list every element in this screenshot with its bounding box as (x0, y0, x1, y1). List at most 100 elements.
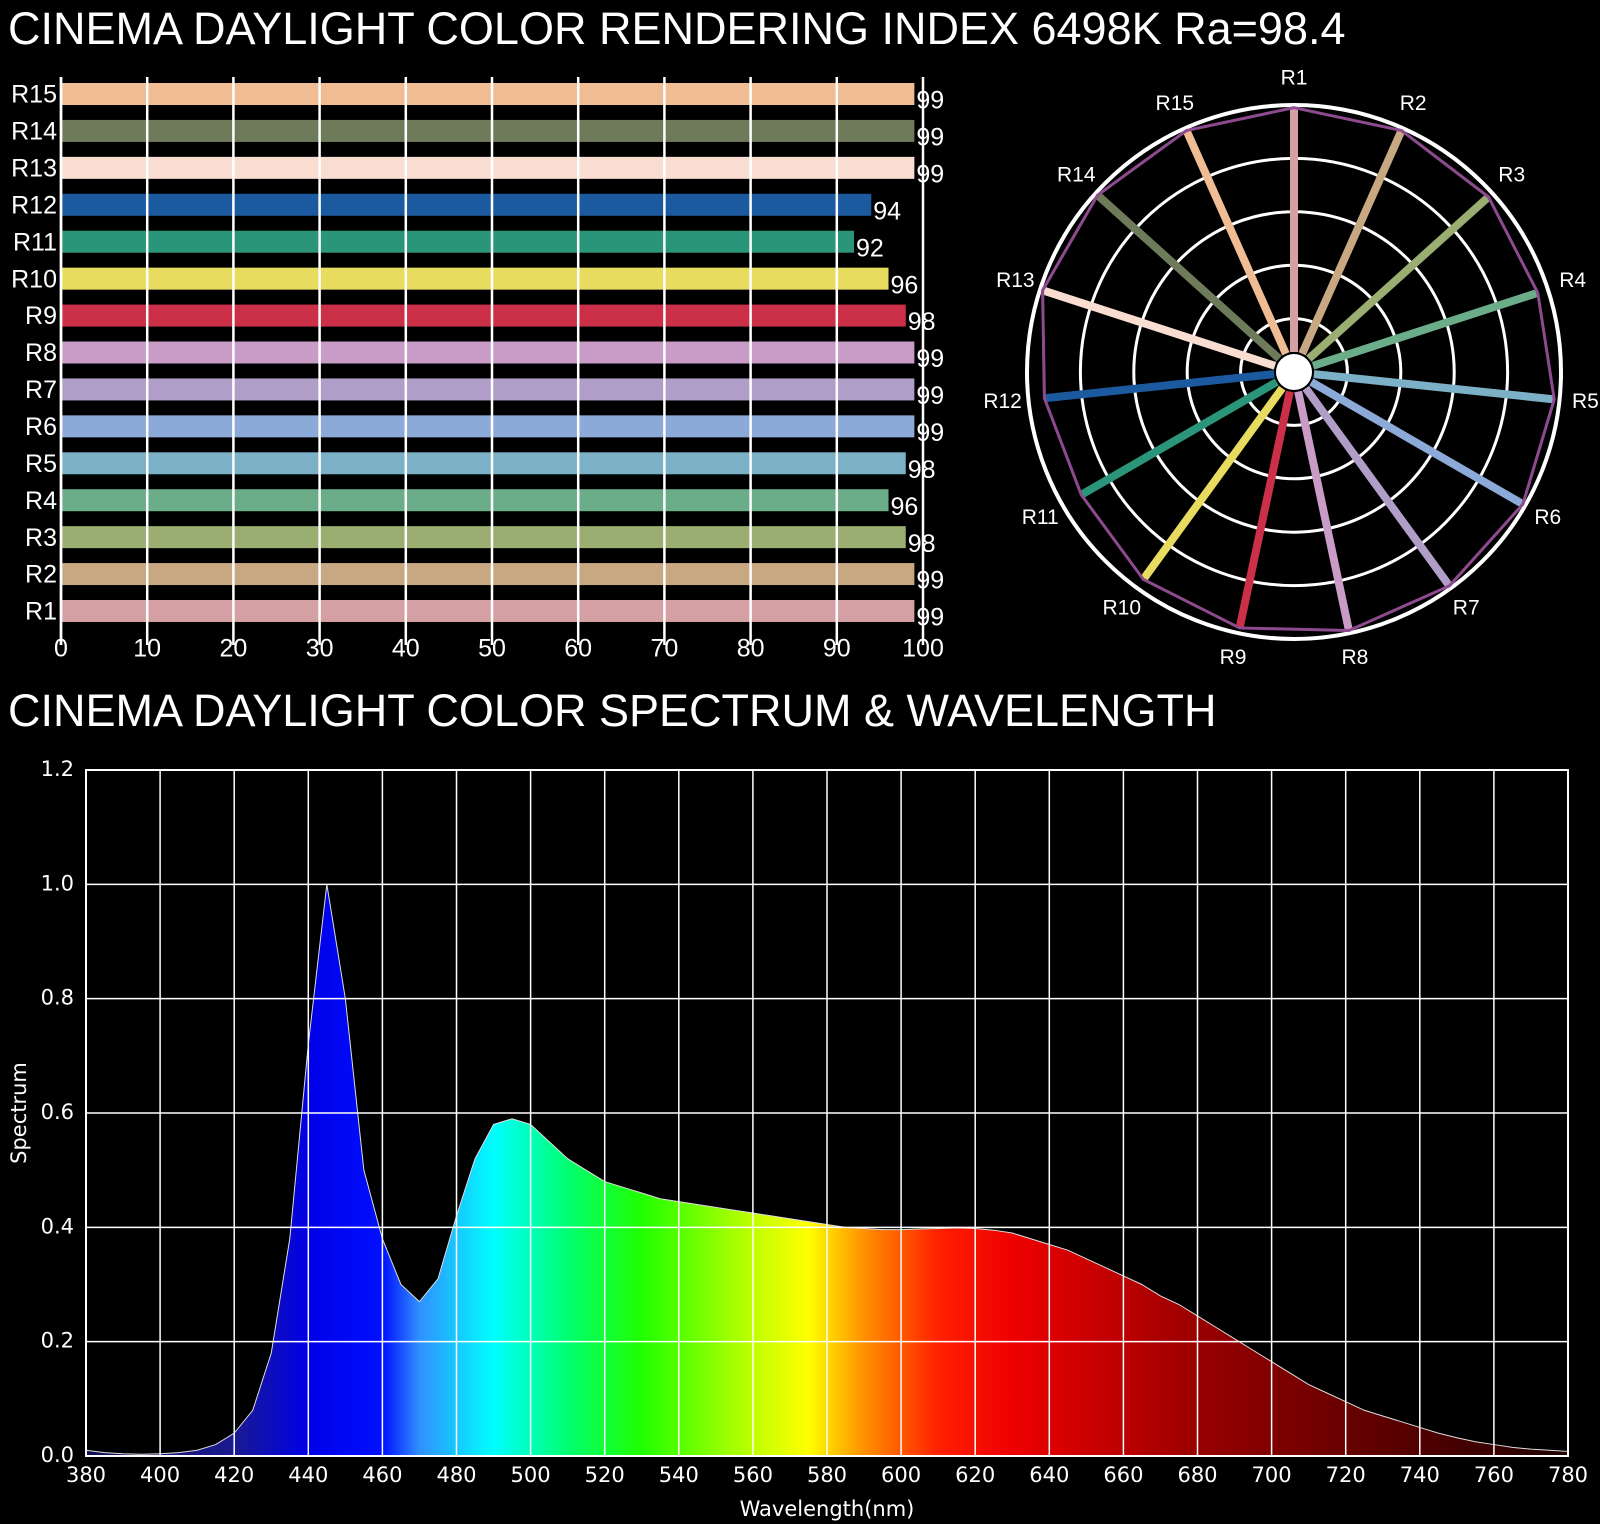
y-axis-label: Spectrum (7, 1062, 31, 1164)
category-label: R11 (13, 228, 57, 256)
spoke (1043, 370, 1275, 403)
chart-title: CINEMA DAYLIGHT COLOR RENDERING INDEX 64… (8, 3, 1346, 54)
x-tick-label: 30 (306, 635, 334, 663)
y-tick-label: 0.0 (41, 1443, 74, 1467)
x-tick-label: 640 (1029, 1463, 1069, 1487)
x-tick-label: 480 (436, 1463, 476, 1487)
x-tick-label: 500 (511, 1463, 551, 1487)
value-label: 92 (856, 234, 884, 262)
x-tick-label: 60 (564, 635, 592, 663)
spoke (1182, 128, 1290, 356)
category-label: R6 (25, 413, 57, 441)
chart-title: CINEMA DAYLIGHT COLOR SPECTRUM & WAVELEN… (8, 685, 1217, 736)
axis-label: R6 (1534, 506, 1561, 529)
value-label: 99 (916, 382, 944, 410)
axis-label: R12 (983, 390, 1022, 413)
axis-label: R8 (1341, 646, 1368, 669)
x-tick-label: 600 (881, 1463, 921, 1487)
axis-label: R10 (1103, 597, 1142, 620)
x-tick-label: 50 (478, 635, 506, 663)
x-tick-label: 540 (659, 1463, 699, 1487)
category-label: R3 (25, 524, 57, 552)
bar (61, 341, 915, 364)
x-tick-label: 620 (955, 1463, 995, 1487)
spoke (1306, 193, 1492, 362)
spoke (1313, 370, 1555, 404)
value-label: 99 (916, 604, 944, 632)
x-tick-label: 580 (807, 1463, 847, 1487)
category-label: R14 (11, 118, 57, 146)
x-tick-label: 680 (1177, 1463, 1217, 1487)
x-tick-label: 420 (214, 1463, 254, 1487)
spoke (1140, 385, 1286, 582)
bar (61, 267, 889, 290)
x-tick-label: 0 (54, 635, 68, 663)
y-tick-label: 1.0 (41, 871, 74, 895)
category-label: R10 (11, 265, 57, 293)
plot-frame (85, 769, 1569, 1457)
value-label: 96 (891, 271, 919, 299)
axis-label: R15 (1156, 92, 1195, 115)
category-label: R5 (25, 450, 57, 478)
x-tick-label: 660 (1103, 1463, 1143, 1487)
axis-label: R11 (1022, 506, 1059, 529)
axis-label: R4 (1559, 269, 1586, 292)
value-label: 99 (916, 419, 944, 447)
value-label: 98 (908, 308, 936, 336)
bar (61, 563, 915, 586)
spoke (1041, 286, 1277, 370)
category-label: R1 (25, 598, 57, 626)
value-label: 96 (891, 493, 919, 521)
bar (61, 119, 915, 142)
spoke (1079, 378, 1279, 499)
bar (61, 415, 915, 438)
spoke (1294, 390, 1353, 632)
value-label: 99 (916, 124, 944, 152)
x-tick-label: 90 (823, 635, 851, 663)
x-tick-label: 740 (1400, 1463, 1440, 1487)
spoke (1302, 385, 1453, 589)
x-tick-label: 780 (1548, 1463, 1588, 1487)
x-tick-label: 560 (733, 1463, 773, 1487)
x-tick-label: 40 (392, 635, 420, 663)
x-tick-label: 70 (650, 635, 678, 663)
axis-label: R9 (1220, 646, 1247, 669)
category-label: R7 (25, 376, 57, 404)
x-tick-label: 10 (133, 635, 161, 663)
x-axis-label: Wavelength(nm) (740, 1497, 915, 1521)
spoke (1309, 378, 1525, 508)
x-tick-label: 400 (140, 1463, 180, 1487)
x-tick-label: 700 (1252, 1463, 1292, 1487)
spoke (1235, 390, 1294, 629)
category-label: R4 (25, 487, 57, 515)
bar (61, 526, 906, 549)
bar (61, 489, 889, 512)
axis-label: R5 (1572, 390, 1599, 413)
spoke (1094, 192, 1282, 362)
category-label: R8 (25, 339, 57, 367)
y-tick-label: 0.4 (41, 1214, 74, 1238)
center-dot (1276, 354, 1312, 390)
y-tick-label: 0.6 (41, 1100, 74, 1124)
y-tick-label: 1.2 (41, 757, 74, 781)
category-label: R12 (11, 191, 57, 219)
value-label: 94 (873, 197, 901, 225)
category-label: R13 (11, 154, 57, 182)
y-tick-label: 0.8 (41, 986, 74, 1010)
category-label: R2 (25, 561, 57, 589)
category-label: R15 (11, 81, 57, 109)
x-tick-label: 720 (1326, 1463, 1366, 1487)
value-label: 99 (916, 567, 944, 595)
value-label: 98 (908, 456, 936, 484)
ring (1025, 103, 1563, 641)
spoke (1298, 128, 1406, 356)
bar (61, 230, 855, 253)
value-label: 99 (916, 87, 944, 115)
value-label: 99 (916, 160, 944, 188)
axis-label: R1 (1281, 67, 1308, 90)
x-tick-label: 520 (585, 1463, 625, 1487)
bar (61, 304, 906, 327)
x-tick-label: 100 (902, 635, 944, 663)
x-tick-label: 760 (1474, 1463, 1514, 1487)
